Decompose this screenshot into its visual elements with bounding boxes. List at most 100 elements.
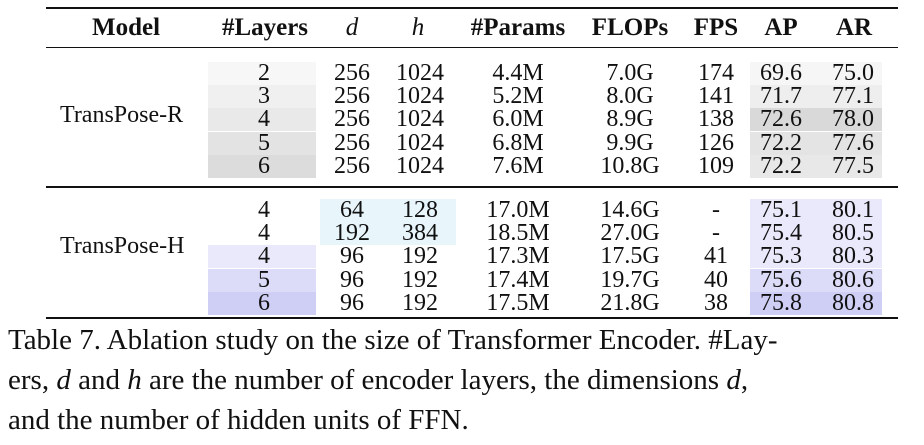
cell-h: 192	[402, 245, 438, 268]
cell-d: 256	[334, 62, 370, 85]
header-layers: #Layers	[221, 14, 309, 41]
cell-layers: 5	[258, 132, 270, 155]
header-h: h	[411, 14, 425, 41]
cell-d: 96	[340, 245, 364, 268]
cell-flops: 19.7G	[600, 269, 660, 292]
caption-line-1: Table 7. Ablation study on the size of T…	[8, 324, 778, 356]
cell-params: 7.6M	[492, 155, 544, 178]
cell-params: 4.4M	[492, 62, 544, 85]
caption-symbol-h: h	[127, 364, 142, 396]
cell-flops: 10.8G	[600, 155, 660, 178]
cell-d: 192	[334, 222, 370, 245]
table-bottom-rule	[46, 317, 898, 319]
cell-fps: -	[712, 222, 720, 245]
cell-ar: 80.3	[832, 245, 874, 268]
cell-d: 96	[340, 292, 364, 315]
caption-text: and	[70, 364, 128, 396]
cell-h: 1024	[396, 62, 444, 85]
cell-d: 64	[340, 199, 364, 222]
cell-d: 256	[334, 85, 370, 108]
cell-fps: 41	[704, 245, 728, 268]
cell-h: 1024	[396, 132, 444, 155]
caption-text: ers,	[8, 364, 57, 396]
caption-text: ,	[740, 364, 749, 396]
cell-params: 5.2M	[492, 85, 544, 108]
layers-shade	[208, 132, 316, 155]
layers-shade	[208, 245, 316, 268]
table-header-rule	[46, 47, 898, 48]
cell-flops: 21.8G	[600, 292, 660, 315]
cell-d: 256	[334, 155, 370, 178]
model-label-transpose-r: TransPose-R	[60, 102, 184, 128]
header-model: Model	[91, 14, 161, 41]
header-ap: AP	[764, 14, 798, 41]
cell-params: 17.5M	[486, 292, 550, 315]
ap-ar-shade	[750, 62, 882, 85]
layers-shade	[208, 155, 316, 178]
cell-fps: 141	[698, 85, 734, 108]
cell-flops: 27.0G	[600, 222, 660, 245]
table-group-rule	[46, 186, 898, 188]
cell-ap: 75.6	[760, 269, 802, 292]
cell-ap: 72.6	[760, 108, 802, 131]
cell-params: 6.8M	[492, 132, 544, 155]
cell-ap: 75.1	[760, 199, 802, 222]
cell-fps: 138	[698, 108, 734, 131]
cell-ap: 75.4	[760, 222, 802, 245]
ap-ar-shade	[750, 85, 882, 108]
cell-params: 6.0M	[492, 108, 544, 131]
cell-ar: 80.1	[832, 199, 874, 222]
cell-ar: 78.0	[832, 108, 874, 131]
cell-ar: 77.5	[832, 155, 874, 178]
cell-layers: 4	[258, 222, 270, 245]
layers-shade	[208, 62, 316, 85]
layers-shade	[208, 108, 316, 131]
header-d: d	[345, 14, 359, 41]
ap-ar-shade	[750, 269, 882, 292]
cell-params: 17.3M	[486, 245, 550, 268]
caption-line-3: and the number of hidden units of FFN.	[8, 404, 469, 436]
ap-ar-shade	[750, 132, 882, 155]
cell-h: 1024	[396, 85, 444, 108]
header-params: #Params	[470, 14, 566, 41]
caption-symbol-d: d	[56, 364, 71, 396]
table-top-rule	[46, 7, 898, 9]
cell-fps: 174	[698, 62, 734, 85]
dh-shade	[320, 199, 456, 222]
cell-flops: 8.0G	[606, 85, 654, 108]
cell-layers: 2	[258, 62, 270, 85]
cell-h: 1024	[396, 108, 444, 131]
cell-fps: 109	[698, 155, 734, 178]
table-caption: Table 7. Ablation study on the size of T…	[8, 320, 920, 440]
ap-ar-shade	[750, 245, 882, 268]
cell-ar: 77.1	[832, 85, 874, 108]
ap-ar-shade	[750, 292, 882, 315]
dh-shade	[320, 222, 456, 245]
ap-ar-shade	[750, 155, 882, 178]
cell-ar: 75.0	[832, 62, 874, 85]
header-flops: FLOPs	[591, 14, 669, 41]
cell-params: 17.0M	[486, 199, 550, 222]
header-fps: FPS	[693, 14, 739, 41]
cell-flops: 7.0G	[606, 62, 654, 85]
caption-line-2: ers, d and h are the number of encoder l…	[8, 360, 920, 400]
cell-layers: 6	[258, 292, 270, 315]
cell-h: 384	[402, 222, 438, 245]
cell-ap: 69.6	[760, 62, 802, 85]
cell-h: 192	[402, 269, 438, 292]
cell-h: 128	[402, 199, 438, 222]
cell-ar: 80.5	[832, 222, 874, 245]
cell-fps: 126	[698, 132, 734, 155]
layers-shade	[208, 292, 316, 315]
cell-flops: 8.9G	[606, 108, 654, 131]
layers-shade	[208, 269, 316, 292]
cell-layers: 3	[258, 85, 270, 108]
cell-layers: 5	[258, 269, 270, 292]
cell-ap: 71.7	[760, 85, 802, 108]
header-ar: AR	[835, 14, 873, 41]
cell-layers: 4	[258, 199, 270, 222]
ap-ar-shade	[750, 199, 882, 222]
cell-fps: 40	[704, 269, 728, 292]
cell-layers: 6	[258, 155, 270, 178]
cell-params: 18.5M	[486, 222, 550, 245]
